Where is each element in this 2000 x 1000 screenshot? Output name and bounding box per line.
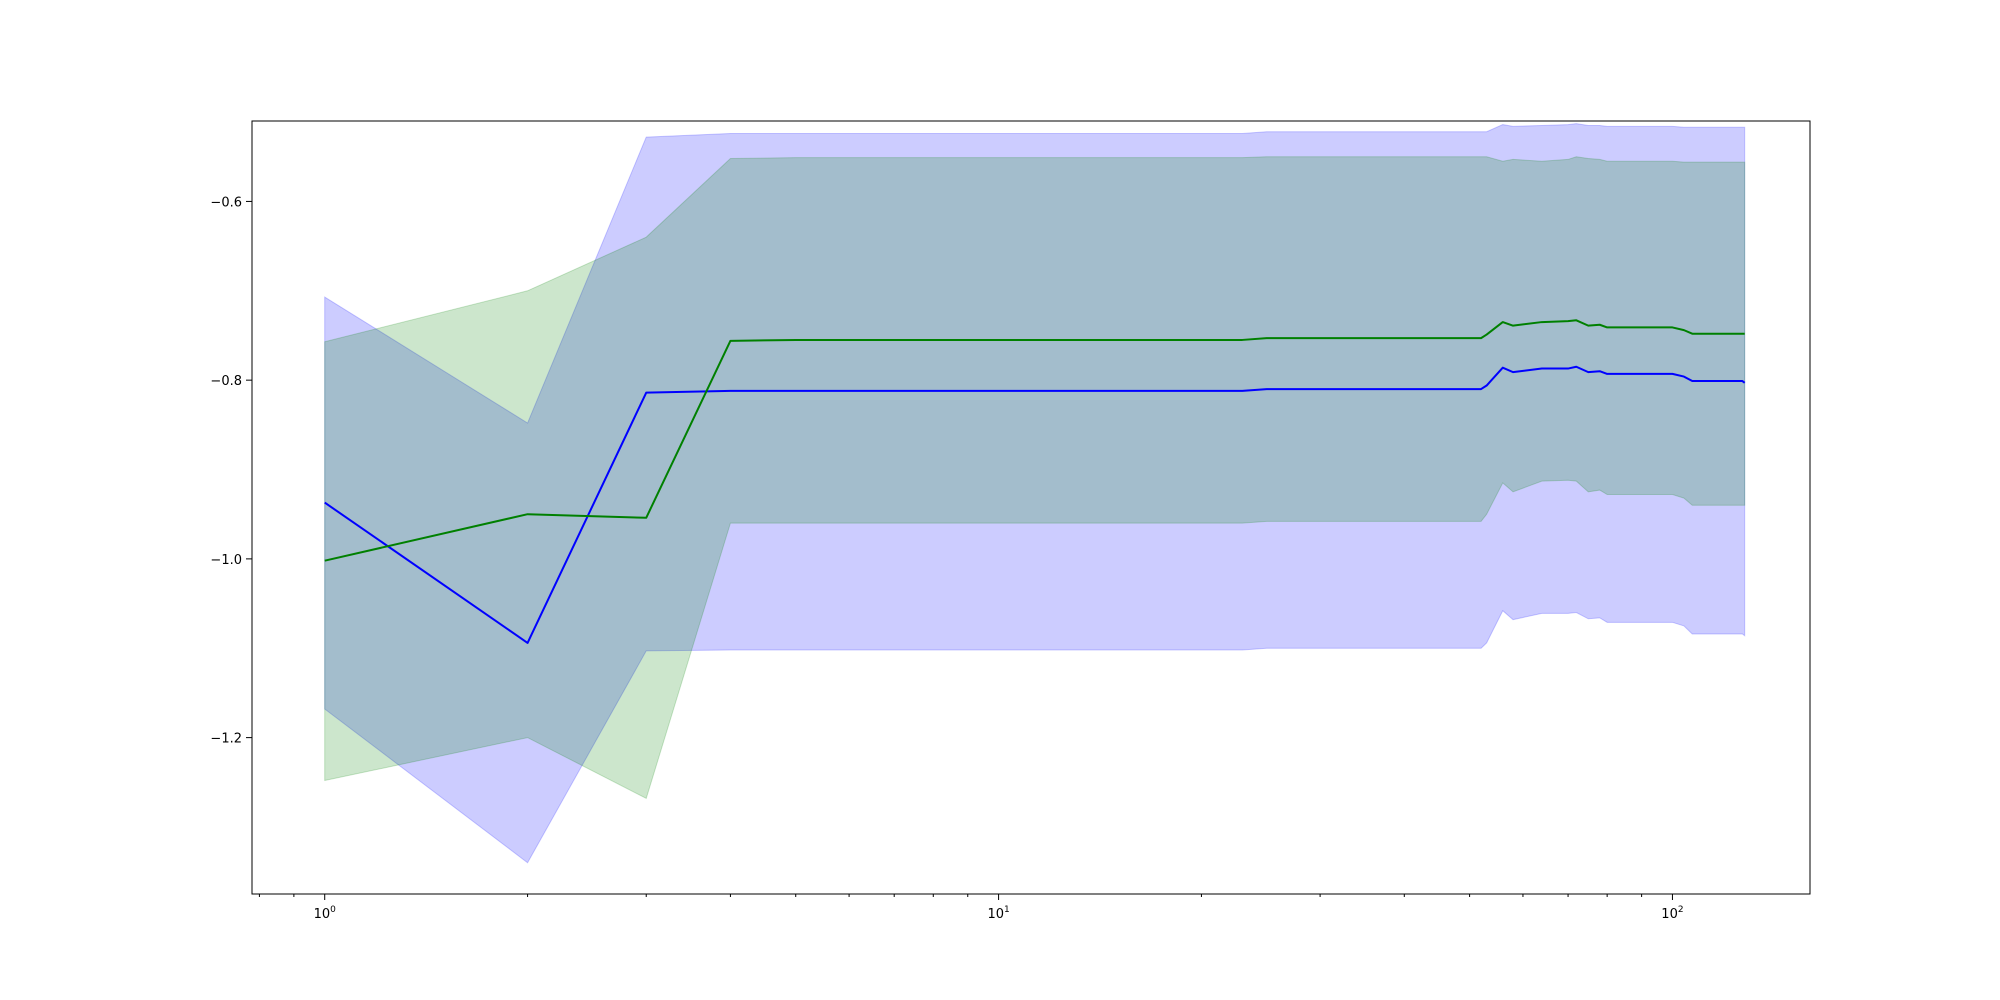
series-lines [324, 319, 1746, 644]
confidence-bands [324, 123, 1746, 864]
series-2-band [324, 156, 1746, 800]
x-axis: 100 101 102 [258, 894, 1684, 922]
series-2-line [324, 319, 1745, 562]
x-tick-label: 101 [987, 905, 1009, 922]
x-tick-label: 100 [314, 905, 337, 922]
plot-frame [251, 120, 1811, 895]
y-tick-label: −1.0 [210, 553, 242, 568]
y-tick-label: −0.6 [210, 195, 242, 210]
x-tick-label: 102 [1661, 905, 1683, 922]
series-1-line [324, 365, 1746, 644]
y-axis: −0.6 −0.8 −1.0 −1.2 [210, 195, 252, 747]
y-tick-label: −0.8 [210, 374, 242, 389]
series-1-band [324, 123, 1746, 864]
y-tick-label: −1.2 [210, 732, 242, 747]
